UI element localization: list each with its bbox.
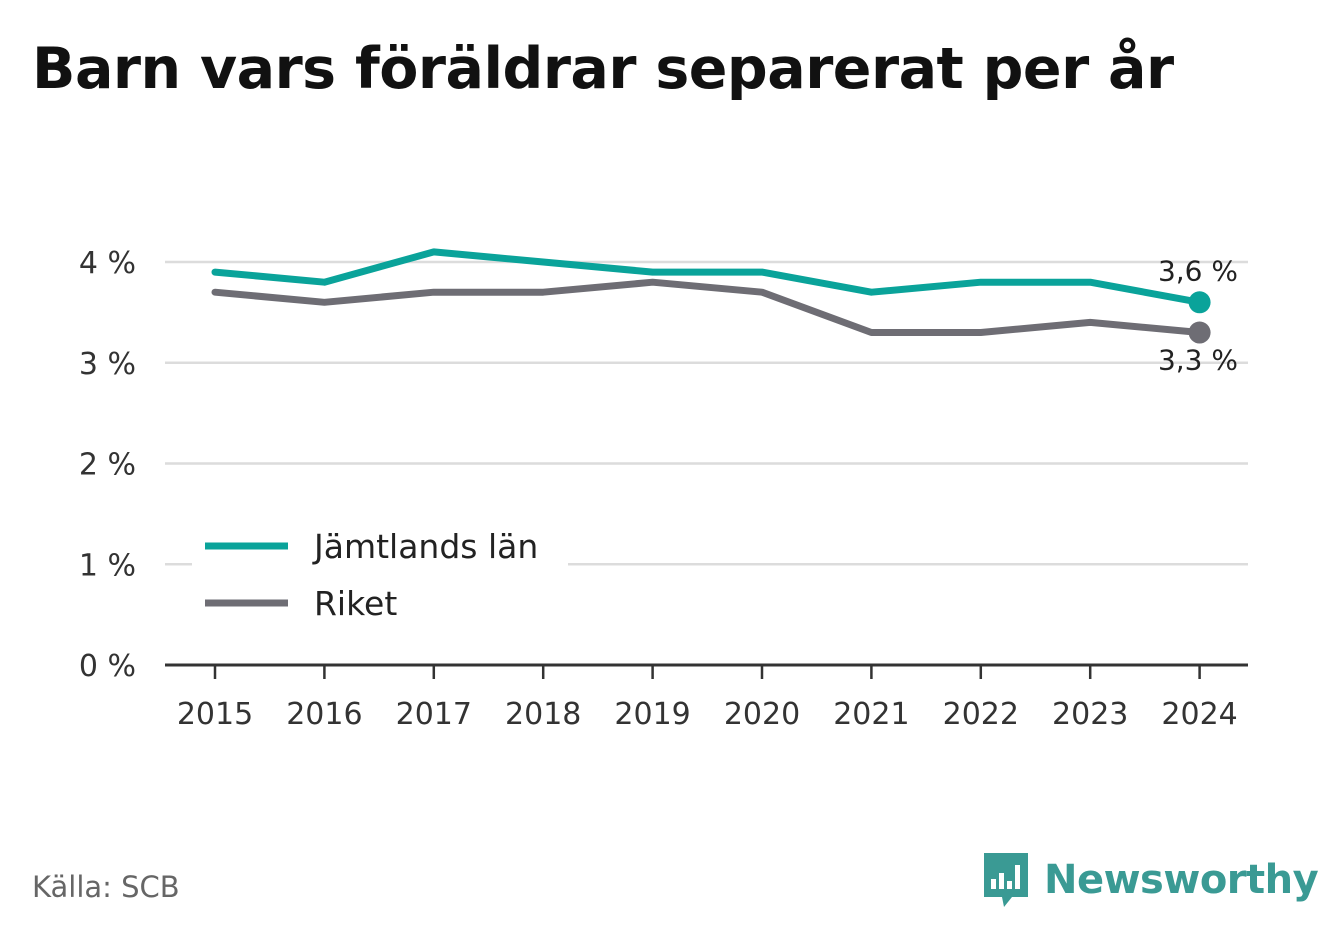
end-value-labels: 3,6 % 3,3 %	[1158, 254, 1238, 376]
legend-label: Riket	[314, 584, 397, 623]
y-tick-label: 3 %	[79, 347, 136, 382]
chart-title: Barn vars föräldrar separerat per år	[32, 36, 1174, 102]
y-tick-label: 0 %	[79, 649, 136, 684]
x-tick-label: 2016	[286, 697, 362, 732]
end-value-label: 3,6 %	[1158, 254, 1238, 287]
series-end-point	[1188, 291, 1211, 314]
x-tick-label: 2015	[177, 697, 253, 732]
y-tick-label: 1 %	[79, 548, 136, 583]
x-tick-label: 2023	[1052, 697, 1128, 732]
brand-name: Newsworthy	[1044, 857, 1319, 903]
y-tick-label: 2 %	[79, 448, 136, 483]
legend: Jämtlands län Riket	[192, 522, 568, 623]
x-tick-label: 2024	[1161, 697, 1237, 732]
brand-logo: Newsworthy	[982, 850, 1319, 910]
y-tick-label: 4 %	[79, 246, 136, 281]
series-line	[211, 278, 1204, 336]
series-line	[211, 248, 1204, 306]
x-tick-label: 2022	[943, 697, 1019, 732]
series-end-point	[1188, 321, 1211, 344]
y-axis-tick-labels: 0 % 1 % 2 % 3 % 4 %	[79, 246, 136, 684]
end-value-label: 3,3 %	[1158, 344, 1238, 377]
series-lines	[211, 248, 1211, 344]
x-tick-label: 2018	[505, 697, 581, 732]
x-axis: 2015 2016 2017 2018 2019 2020 2021 2022 2023 2024	[165, 663, 1248, 732]
x-tick-label: 2021	[833, 697, 909, 732]
bar-chart-speech-bubble-icon	[984, 853, 1028, 907]
legend-label: Jämtlands län	[312, 527, 538, 566]
source-note: Källa: SCB	[32, 870, 180, 904]
x-tick-label: 2019	[614, 697, 690, 732]
x-tick-label: 2017	[396, 697, 472, 732]
gridlines	[165, 260, 1248, 566]
x-tick-label: 2020	[724, 697, 800, 732]
